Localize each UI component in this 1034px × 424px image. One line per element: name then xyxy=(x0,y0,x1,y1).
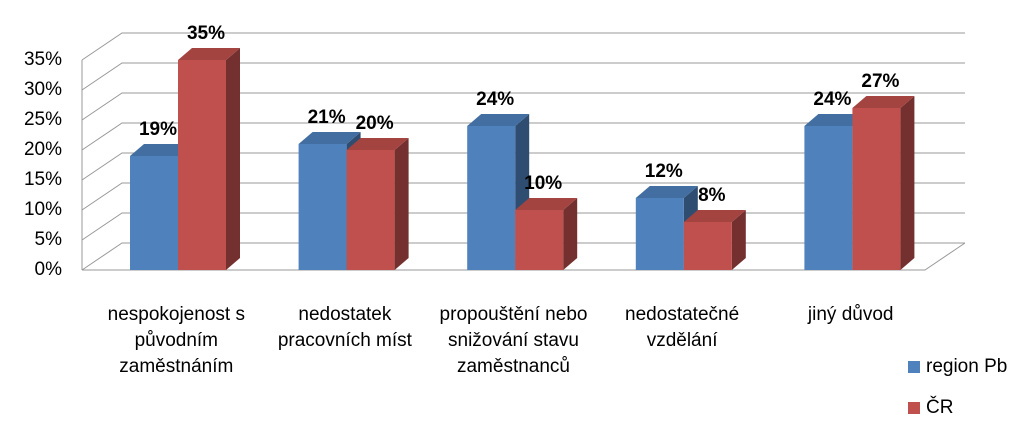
bar-face xyxy=(346,138,409,150)
bar-face xyxy=(563,198,578,270)
bar xyxy=(178,48,240,270)
bar-face xyxy=(683,222,732,270)
bar-face xyxy=(130,144,192,156)
legend-label: region Pb xyxy=(926,356,1007,377)
x-tick-label: propouštění nebo snižování stavu zaměstn… xyxy=(439,304,588,377)
x-tick-label: nespokojenost s původním zaměstnáním xyxy=(107,304,245,377)
data-label: 20% xyxy=(356,113,394,134)
x-tick-label: jiný důvod xyxy=(807,304,894,325)
bar-face xyxy=(394,138,409,270)
grid-line xyxy=(81,62,965,91)
grid-line xyxy=(81,182,965,211)
y-tick-label: 0% xyxy=(35,259,63,280)
bar-face xyxy=(683,210,746,222)
bar-face xyxy=(804,126,853,270)
x-tick-label: nedostatek pracovních míst xyxy=(277,304,412,351)
data-label: 12% xyxy=(645,161,683,182)
bar-face xyxy=(635,198,684,270)
y-tick-label: 10% xyxy=(24,199,62,220)
data-label: 21% xyxy=(308,107,346,128)
bar xyxy=(683,210,746,270)
y-tick-label: 15% xyxy=(24,169,62,190)
legend-swatch xyxy=(908,361,920,373)
bar-face xyxy=(467,126,516,270)
x-tick-label: nedostatečné vzdělání xyxy=(625,304,740,351)
bar-face xyxy=(178,60,226,270)
bar xyxy=(346,138,409,270)
bar-face xyxy=(298,144,347,270)
legend-swatch xyxy=(908,402,920,414)
grid-line xyxy=(81,92,965,121)
legend-label: ČR xyxy=(926,396,953,418)
bar-face xyxy=(635,186,698,198)
data-label: 24% xyxy=(476,89,514,110)
bar xyxy=(515,198,578,270)
y-tick-label: 5% xyxy=(35,229,63,250)
y-tick-label: 20% xyxy=(24,139,62,160)
data-label: 35% xyxy=(187,23,225,44)
bar-face xyxy=(731,210,746,270)
data-label: 24% xyxy=(813,89,851,110)
bar-face xyxy=(178,48,240,60)
y-tick-label: 35% xyxy=(24,49,62,70)
bar xyxy=(852,96,915,270)
data-label: 8% xyxy=(698,185,726,206)
data-label: 10% xyxy=(524,173,562,194)
data-label: 27% xyxy=(861,71,899,92)
grid-line xyxy=(81,32,965,61)
bar-face xyxy=(467,114,530,126)
bar-face xyxy=(900,96,915,270)
y-tick-label: 30% xyxy=(24,79,62,100)
bar-face xyxy=(346,150,395,270)
bar-face xyxy=(226,48,240,270)
bar-face xyxy=(515,198,578,210)
y-tick-label: 25% xyxy=(24,109,62,130)
bar-face xyxy=(852,96,915,108)
bar-face xyxy=(130,156,178,270)
bar-face xyxy=(804,114,867,126)
bar-face xyxy=(852,108,901,270)
bar-face xyxy=(298,132,361,144)
grid-line xyxy=(81,152,965,181)
grid-line xyxy=(81,122,965,151)
bar-face xyxy=(515,210,564,270)
data-label: 19% xyxy=(139,119,177,140)
